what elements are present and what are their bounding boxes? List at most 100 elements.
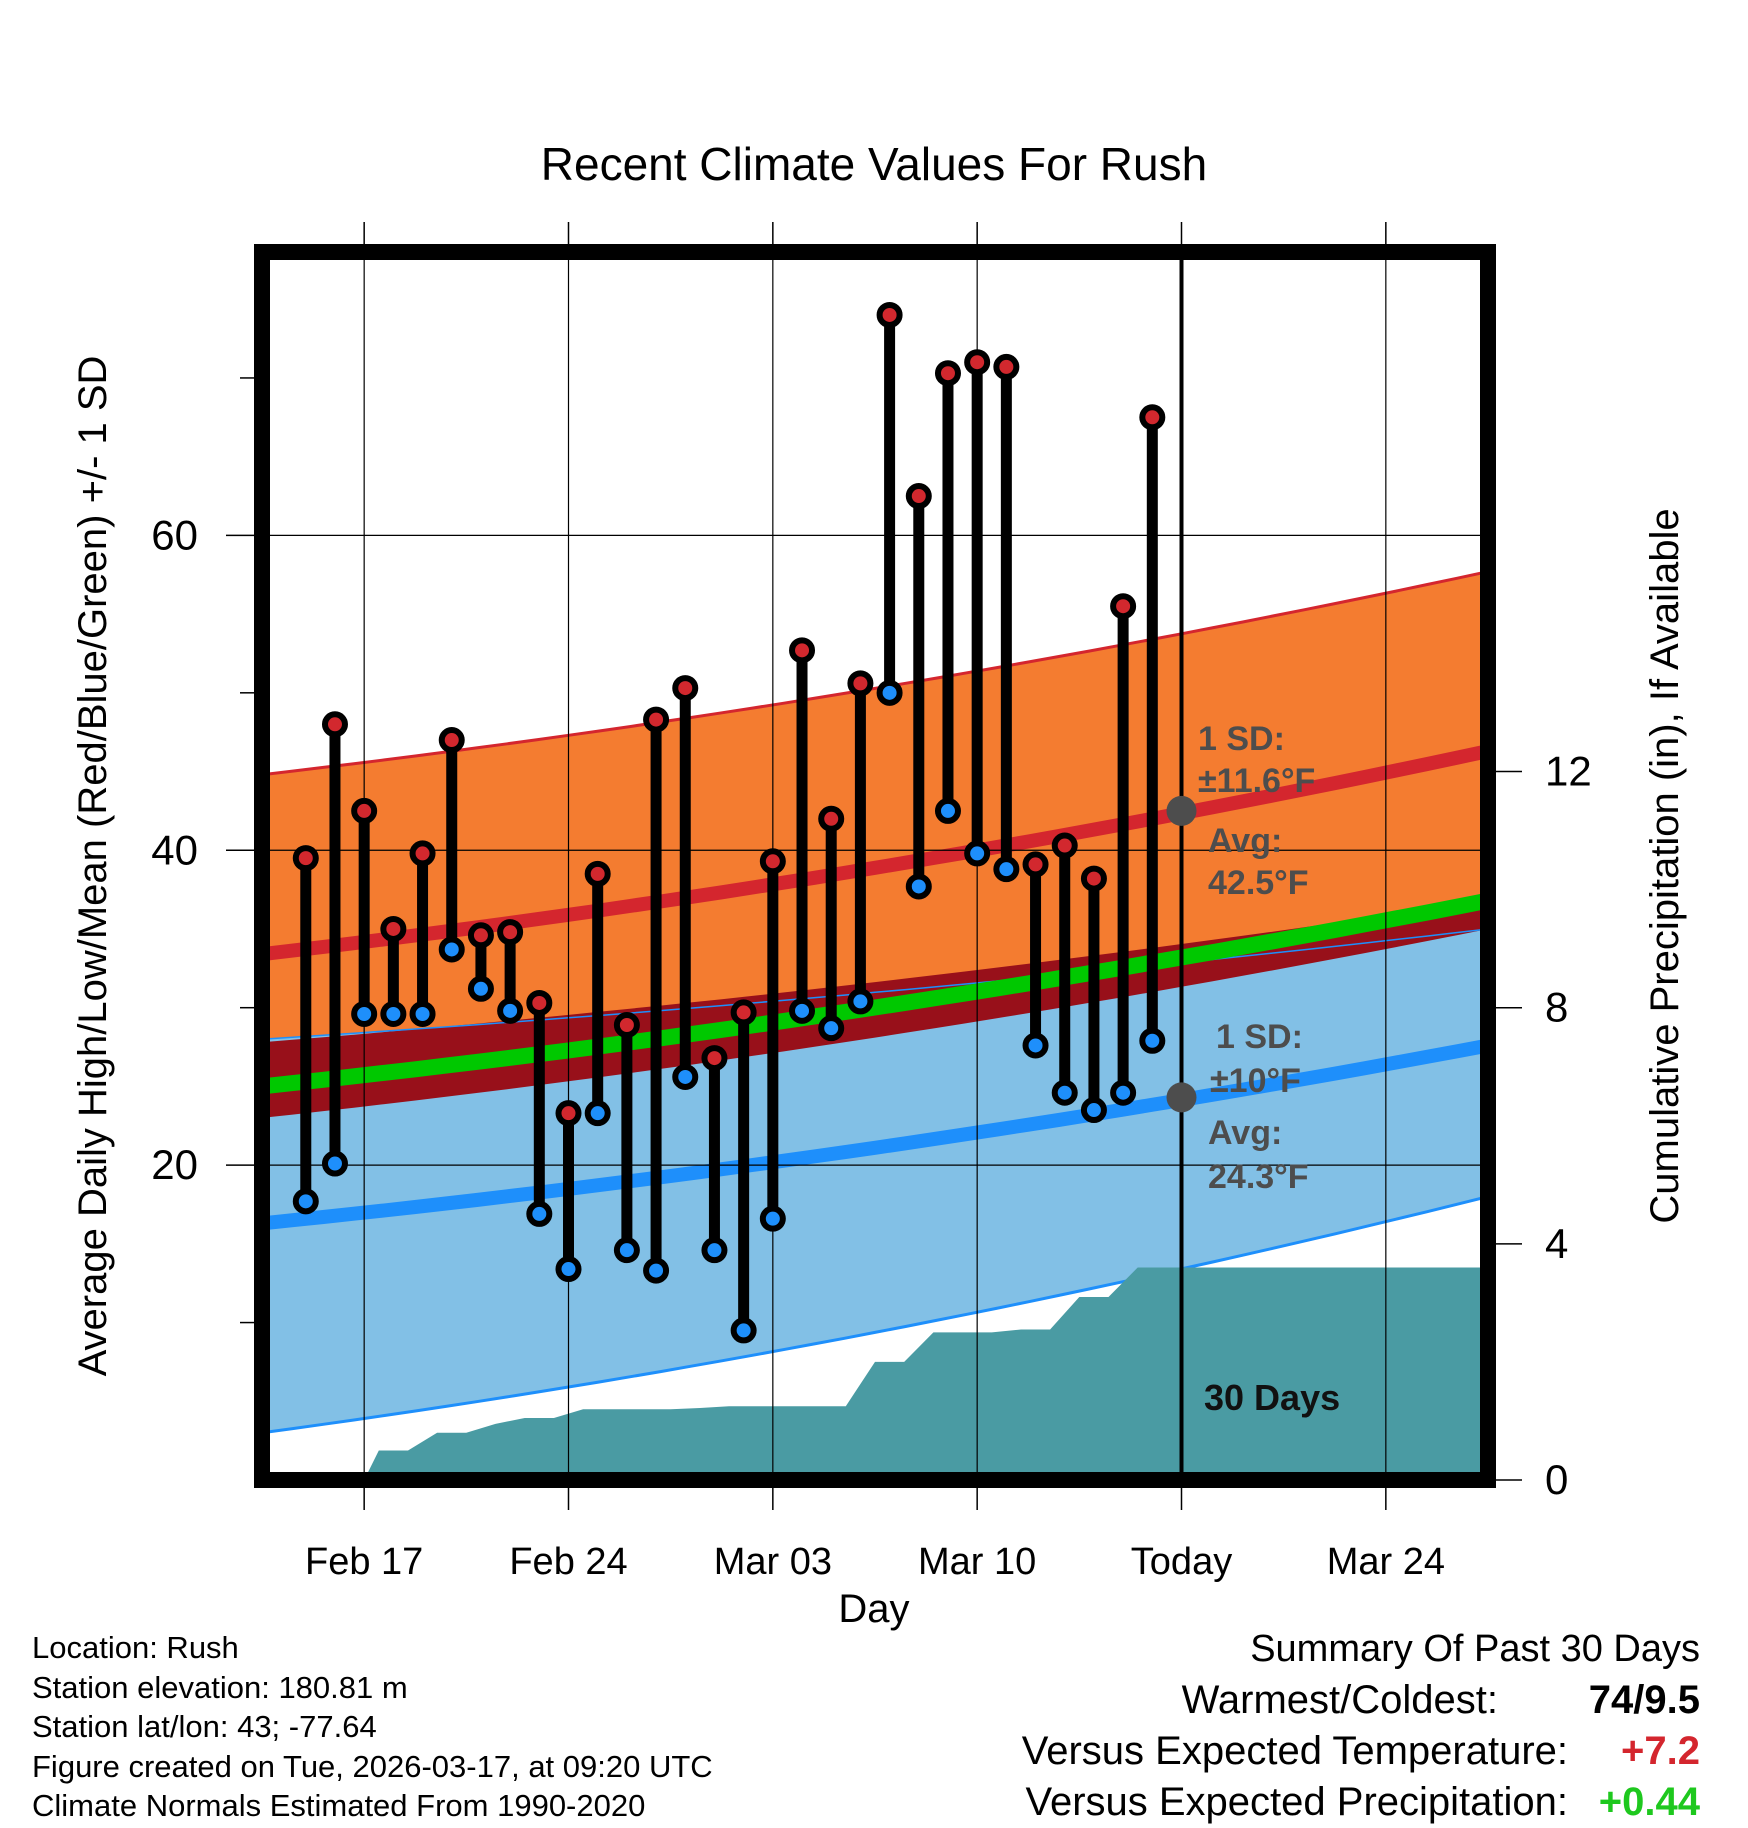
low-point [380,1000,407,1027]
low-sd-label: 1 SD: [1216,1018,1303,1056]
low-point [818,1015,845,1042]
high-avg-marker [1166,795,1197,826]
high-point [905,483,932,510]
high-avg-label: Avg: [1208,822,1282,860]
footer-location: Location: Rush [32,1630,239,1665]
high-point [818,805,845,832]
y2-tick-label: 4 [1545,1220,1568,1267]
low-point [847,988,874,1015]
low-point [497,997,524,1024]
high-point [380,915,407,942]
high-avg-value: 42.5°F [1208,864,1309,902]
high-point [1051,832,1078,859]
high-point [759,848,786,875]
y2-axis-label: Cumulative Precipitation (in), If Availa… [1643,508,1687,1223]
low-point [555,1256,582,1283]
low-point [438,936,465,963]
footer-created: Figure created on Tue, 2026-03-17, at 09… [32,1749,713,1784]
high-point [1139,404,1166,431]
low-point [526,1200,553,1227]
low-point [701,1237,728,1264]
low-point [1051,1079,1078,1106]
x-tick-label: Today [1131,1541,1232,1583]
high-point [934,360,961,387]
high-sd-value: ±11.6°F [1198,762,1315,800]
low-point [1080,1097,1107,1124]
low-point [584,1100,611,1127]
x-axis-label: Day [838,1587,909,1631]
high-point [847,670,874,697]
mean-avg-line [262,892,1488,1095]
x-tick-label: Mar 10 [918,1541,1036,1583]
high-point [526,989,553,1016]
low-point [467,975,494,1002]
y-axis-label: Average Daily High/Low/Mean (Red/Blue/Gr… [71,356,115,1377]
high-lower-sd-line [262,928,1488,1040]
low-annotation: 1 SD: ±10°F Avg: 24.3°F [1208,1018,1309,1196]
high-point [409,840,436,867]
summary-warmest-label: Warmest/Coldest: [1182,1678,1498,1722]
low-point [672,1063,699,1090]
low-point [993,856,1020,883]
high-point [555,1100,582,1127]
high-point [467,922,494,949]
high-point [613,1012,640,1039]
high-avg-line [262,744,1488,962]
summary-warmest-value: 74/9.5 [1589,1678,1700,1722]
high-point [1022,851,1049,878]
high-point [292,845,319,872]
high-point [321,711,348,738]
low-point [905,873,932,900]
y2-tick-label: 8 [1545,984,1568,1031]
plot-area [262,252,1488,1480]
high-point [497,919,524,946]
low-point [759,1205,786,1232]
low-avg-line [262,1038,1488,1231]
low-point [613,1237,640,1264]
station-info: Location: Rush Station elevation: 180.81… [32,1630,713,1823]
summary-temp-label: Versus Expected Temperature: [1022,1729,1568,1773]
high-sd-label: 1 SD: [1198,720,1285,758]
high-point [643,706,670,733]
high-upper-sd-line [262,570,1488,777]
axes: Feb 17 Feb 24 Mar 03 Mar 10 Today Mar 2420406… [151,222,1592,1583]
low-point [1110,1079,1137,1106]
y2-tick-label: 12 [1545,748,1592,795]
low-point [643,1257,670,1284]
high-point [1110,593,1137,620]
low-avg-marker [1166,1082,1197,1113]
summary-precip-label: Versus Expected Precipitation: [1025,1780,1568,1824]
low-avg-value: 24.3°F [1208,1158,1309,1196]
low-lower-sd-line [262,1195,1488,1435]
chart-title: Recent Climate Values For Rush [541,138,1207,190]
precip-days-label: 30 Days [1204,1377,1340,1418]
footer-latlon: Station lat/lon: 43; -77.64 [32,1709,377,1744]
low-point [789,997,816,1024]
low-point [876,679,903,706]
low-point [292,1188,319,1215]
high-point [876,301,903,328]
daily-bars [292,301,1166,1344]
low-point [934,797,961,824]
summary-title: Summary Of Past 30 Days [1250,1628,1700,1670]
high-point [1080,865,1107,892]
low-sd-value: ±10°F [1210,1062,1301,1100]
y2-tick-label: 0 [1545,1456,1568,1503]
high-point [438,727,465,754]
y-tick-label: 40 [151,826,198,873]
low-avg-label: Avg: [1208,1114,1282,1152]
high-point [672,675,699,702]
low-point [1022,1032,1049,1059]
low-point [1139,1027,1166,1054]
summary-panel: Summary Of Past 30 Days Warmest/Coldest:… [1022,1628,1701,1824]
low-point [321,1150,348,1177]
footer-normals: Climate Normals Estimated From 1990-2020 [32,1788,645,1823]
plot-frame [254,244,1496,1488]
x-tick-label: Feb 17 [305,1541,423,1583]
high-point [730,999,757,1026]
low-point [351,1000,378,1027]
x-tick-label: Mar 03 [714,1541,832,1583]
summary-temp-value: +7.2 [1621,1729,1700,1773]
high-point [701,1045,728,1072]
